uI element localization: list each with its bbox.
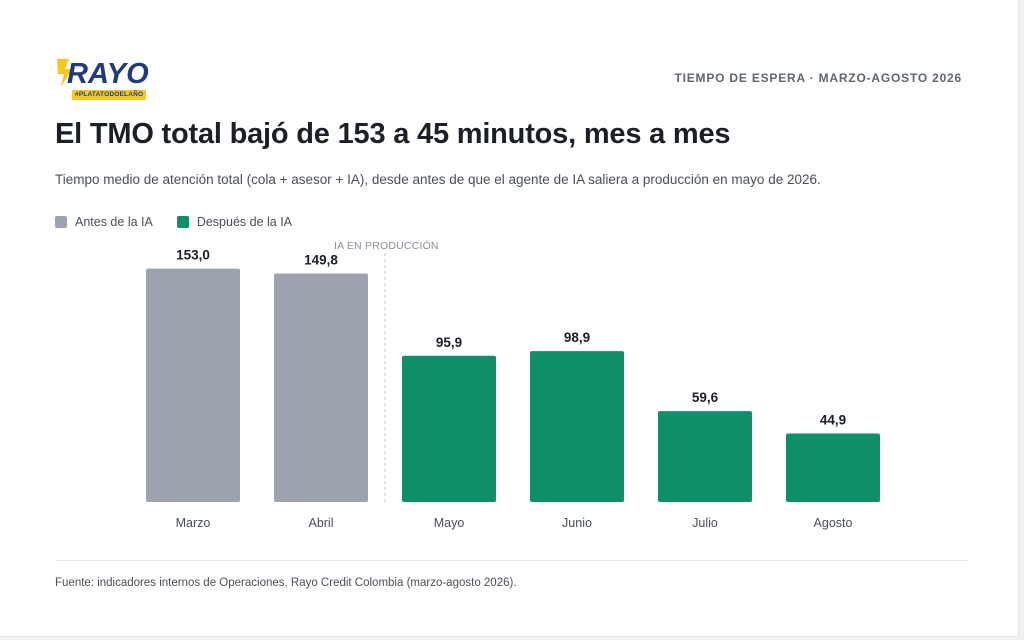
bar-julio xyxy=(658,411,752,502)
rayo-logo: RAYO #PLATATODOELAÑO xyxy=(55,55,155,101)
legend-item-antes: Antes de la IA xyxy=(55,215,153,229)
header-kicker: TIEMPO DE ESPERA · MARZO-AGOSTO 2026 xyxy=(674,71,962,85)
legend-swatch-antes xyxy=(55,216,67,228)
x-tick-label-junio: Junio xyxy=(562,516,592,530)
data-label-agosto: 44,9 xyxy=(820,413,846,428)
legend-label-antes: Antes de la IA xyxy=(75,215,153,229)
legend-item-despues: Después de la IA xyxy=(176,215,293,229)
svg-text:RAYO: RAYO xyxy=(67,58,149,90)
page-title: El TMO total bajó de 153 a 45 minutos, m… xyxy=(55,118,731,150)
legend-swatch-despues xyxy=(176,216,189,228)
ia-production-annotation: IA EN PRODUCCIÓN xyxy=(334,239,439,252)
legend-label-despues: Después de la IA xyxy=(196,215,293,229)
bar-agosto xyxy=(786,433,880,502)
bar-chart: 153,0 Marzo 149,8 Abril 95,9 Mayo 98,9 Junio 59,… xyxy=(146,239,880,530)
page-subtitle: Tiempo medio de atención total (cola + a… xyxy=(55,172,821,187)
source-note: Fuente: indicadores internos de Operacio… xyxy=(55,577,517,589)
data-label-mayo: 95,9 xyxy=(436,335,462,350)
data-label-junio: 98,9 xyxy=(564,330,590,345)
data-label-julio: 59,6 xyxy=(692,390,719,405)
data-label-marzo: 153,0 xyxy=(176,248,210,263)
bar-marzo xyxy=(146,268,240,502)
bar-junio xyxy=(530,351,624,502)
chart-legend: Antes de la IA Después de la IA xyxy=(55,214,316,230)
bar-mayo xyxy=(402,355,496,502)
footer-divider xyxy=(55,560,968,561)
lightning-icon: RAYO xyxy=(57,58,149,90)
x-tick-label-julio: Julio xyxy=(692,516,718,530)
logo-tagline: #PLATATODOELAÑO xyxy=(72,90,147,100)
x-tick-label-mayo: Mayo xyxy=(434,516,465,530)
x-tick-label-agosto: Agosto xyxy=(814,516,853,530)
data-label-abril: 149,8 xyxy=(304,253,338,268)
x-tick-label-marzo: Marzo xyxy=(176,516,211,530)
bar-abril xyxy=(274,273,368,502)
x-tick-label-abril: Abril xyxy=(308,516,333,530)
